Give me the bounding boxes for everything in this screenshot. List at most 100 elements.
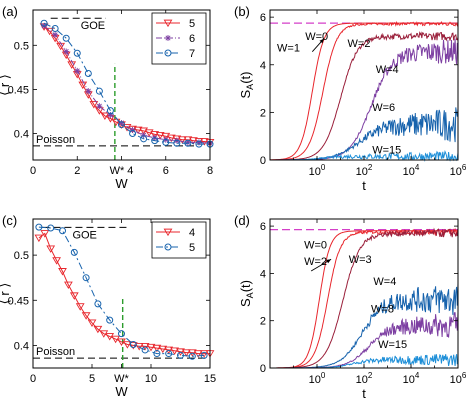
marker-triangle bbox=[69, 292, 79, 300]
y-tick-label: 0.4 bbox=[14, 340, 29, 352]
x-tick-label: 6 bbox=[163, 165, 169, 177]
y-tick-label: 4 bbox=[260, 268, 266, 280]
curve-w-1 bbox=[270, 20, 459, 161]
x-tick-label: 100 bbox=[309, 163, 326, 178]
annotation-w-15: W=15 bbox=[372, 144, 401, 156]
marker-triangle bbox=[46, 245, 56, 253]
series-line bbox=[43, 25, 211, 144]
y-tick-label: 2 bbox=[260, 316, 266, 328]
panel-label: (d) bbox=[234, 213, 250, 228]
curve-w-4 bbox=[270, 38, 459, 161]
curve-w-2 bbox=[270, 227, 459, 369]
axes-frame bbox=[269, 218, 459, 369]
annotation-w-0: W=0 bbox=[305, 31, 328, 43]
marker-triangle bbox=[152, 344, 162, 353]
y-tick-label: 0.45 bbox=[8, 84, 29, 96]
arrow-w2-head bbox=[326, 259, 332, 264]
marker-circle bbox=[164, 243, 172, 251]
series-line bbox=[43, 22, 210, 145]
marker-triangle bbox=[117, 338, 126, 346]
marker-triangle bbox=[123, 341, 132, 349]
marker-triangle bbox=[139, 127, 149, 136]
x-tick-label: 104 bbox=[403, 371, 420, 386]
x-tick-label: 5 bbox=[89, 373, 95, 385]
marker-star bbox=[85, 88, 92, 95]
marker-triangle bbox=[87, 319, 97, 327]
annotation-w-8: W=8 bbox=[371, 303, 394, 315]
marker-triangle bbox=[164, 346, 174, 355]
marker-triangle bbox=[161, 132, 171, 141]
marker-circle bbox=[94, 300, 102, 308]
x-tick-label: 102 bbox=[356, 163, 373, 178]
marker-triangle bbox=[45, 27, 54, 36]
x-tick-label: 106 bbox=[450, 371, 467, 386]
goe-label: GOE bbox=[81, 20, 105, 32]
series-5 bbox=[35, 223, 208, 360]
marker-triangle bbox=[187, 349, 197, 357]
legend-entry: 6 bbox=[189, 33, 195, 45]
x-axis-label: t bbox=[362, 386, 366, 401]
marker-triangle bbox=[182, 349, 191, 357]
marker-star bbox=[195, 139, 202, 146]
poisson-label: Poisson bbox=[36, 134, 75, 146]
marker-triangle bbox=[134, 342, 144, 351]
marker-star bbox=[63, 48, 70, 55]
marker-triangle bbox=[199, 350, 209, 358]
x-tick-label: 106 bbox=[450, 163, 467, 178]
series-4 bbox=[34, 230, 215, 358]
marker-circle bbox=[106, 316, 114, 324]
y-tick-label: 0.45 bbox=[8, 295, 29, 307]
panel-a: GOE Poisson 0 2 W* 4 6 8 0.4 0.45 0.5 W ⟨ r ⟩ 5 6 7 bbox=[0, 9, 215, 191]
marker-star bbox=[129, 127, 136, 133]
y-tick-label: 6 bbox=[260, 221, 266, 233]
marker-star bbox=[74, 67, 81, 74]
x-tick-label: 8 bbox=[207, 165, 213, 177]
x-tick-label: 102 bbox=[356, 371, 373, 386]
marker-triangle bbox=[81, 312, 91, 320]
y-tick-label: 0 bbox=[260, 363, 266, 375]
marker-triangle bbox=[133, 126, 143, 135]
y-axis-label: SA(t) bbox=[238, 280, 255, 307]
annotation-w-0: W=0 bbox=[304, 240, 327, 252]
y-axis-label: ⟨ r ⟩ bbox=[0, 74, 12, 96]
x-tick-label: 0 bbox=[30, 373, 36, 385]
x-axis-label: W bbox=[115, 176, 128, 191]
legend: 5 6 7 bbox=[151, 12, 207, 65]
marker-star bbox=[107, 112, 114, 118]
legend: 45 bbox=[151, 221, 207, 259]
annotation-w-6: W=6 bbox=[372, 102, 395, 114]
marker-circle bbox=[164, 49, 172, 57]
marker-triangle bbox=[170, 347, 179, 355]
marker-circle bbox=[47, 224, 55, 232]
marker-triangle bbox=[58, 268, 67, 276]
y-tick-label: 0.5 bbox=[14, 40, 29, 52]
marker-triangle bbox=[75, 303, 85, 311]
marker-star bbox=[52, 31, 59, 38]
marker-circle bbox=[59, 227, 66, 235]
x-tick-label: W* 4 bbox=[110, 165, 134, 177]
marker-circle bbox=[95, 87, 103, 95]
annotation-w-3: W=3 bbox=[349, 254, 372, 266]
panel-label: (c) bbox=[2, 213, 17, 228]
marker-triangle bbox=[105, 333, 115, 341]
marker-triangle bbox=[177, 136, 187, 144]
marker-triangle bbox=[189, 137, 198, 145]
x-tick-label: 0 bbox=[30, 165, 36, 177]
y-axis-label: SA(t) bbox=[238, 72, 255, 99]
marker-circle bbox=[195, 140, 203, 148]
marker-triangle bbox=[200, 138, 209, 146]
marker-triangle bbox=[40, 230, 50, 238]
legend-entry: 5 bbox=[189, 18, 195, 30]
marker-triangle bbox=[183, 136, 193, 144]
x-tick-label: 10 bbox=[145, 373, 157, 385]
x-tick-label: 100 bbox=[309, 371, 326, 386]
marker-star bbox=[118, 119, 125, 126]
annotation-w-1: W=1 bbox=[277, 43, 300, 55]
marker-circle bbox=[129, 130, 137, 138]
panel-label: (a) bbox=[2, 4, 18, 19]
y-tick-label: 4 bbox=[260, 60, 266, 72]
marker-circle bbox=[165, 350, 173, 358]
marker-circle bbox=[51, 25, 59, 33]
